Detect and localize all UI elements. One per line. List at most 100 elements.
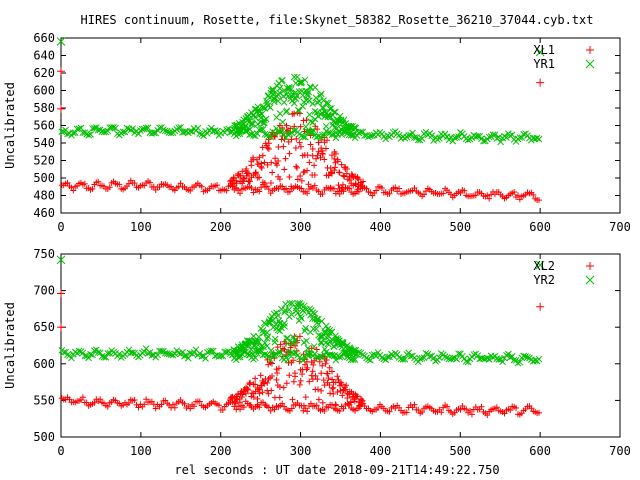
data-point	[252, 169, 259, 176]
data-point	[530, 191, 537, 198]
data-point	[252, 388, 259, 395]
data-point	[250, 132, 257, 139]
data-point	[286, 150, 293, 157]
data-point	[380, 355, 388, 363]
data-point	[415, 407, 422, 414]
data-point	[125, 399, 132, 406]
data-point	[246, 380, 253, 387]
data-point	[251, 113, 259, 121]
x-tick-label: 500	[449, 220, 471, 234]
data-point	[75, 347, 83, 355]
data-point	[207, 124, 215, 132]
data-point	[292, 336, 299, 344]
x-tick-label: 400	[370, 444, 392, 458]
data-point	[296, 139, 303, 146]
data-point	[314, 126, 321, 133]
data-point	[64, 179, 71, 186]
data-point	[198, 183, 205, 190]
data-point	[302, 123, 310, 131]
data-point	[346, 177, 353, 184]
data-point	[248, 393, 255, 400]
data-point	[279, 118, 287, 126]
data-point	[437, 350, 445, 357]
data-point	[426, 353, 434, 360]
data-point	[131, 180, 138, 187]
data-point	[258, 165, 265, 172]
data-point	[520, 352, 528, 360]
data-point	[382, 135, 390, 143]
data-point	[240, 404, 247, 411]
data-point	[309, 100, 317, 107]
data-point	[184, 354, 192, 362]
data-point	[457, 406, 464, 413]
data-point	[434, 136, 441, 143]
data-point	[336, 169, 343, 176]
legend-label: XL1	[533, 43, 555, 57]
data-point	[125, 180, 132, 187]
data-point	[85, 131, 92, 139]
data-point	[262, 401, 269, 408]
data-point	[261, 105, 269, 112]
plot-frame	[60, 253, 621, 438]
data-point	[467, 407, 474, 414]
data-point	[478, 403, 485, 410]
data-point	[252, 381, 259, 388]
data-point	[329, 385, 336, 392]
data-point	[419, 409, 426, 416]
data-point	[378, 354, 386, 362]
data-point	[440, 190, 447, 197]
data-point	[261, 119, 268, 127]
data-point	[284, 92, 292, 100]
data-point	[326, 337, 334, 345]
data-point	[357, 403, 364, 410]
data-point	[312, 372, 319, 379]
data-point	[367, 189, 374, 196]
data-point	[340, 405, 347, 412]
data-point	[152, 405, 159, 412]
data-point	[340, 172, 347, 179]
data-point	[276, 128, 284, 136]
data-point	[81, 180, 88, 187]
data-point	[233, 177, 240, 184]
data-point	[290, 357, 297, 364]
y-tick-label: 540	[33, 136, 55, 150]
data-point	[403, 409, 410, 416]
data-point	[300, 402, 307, 409]
data-point	[257, 382, 264, 389]
data-point	[317, 90, 325, 98]
x-tick-label: 300	[290, 444, 312, 458]
data-point	[493, 404, 500, 411]
data-point	[304, 152, 311, 159]
data-point	[267, 179, 274, 186]
data-point	[317, 352, 324, 360]
data-point	[296, 333, 303, 340]
data-point	[332, 150, 339, 157]
data-point	[314, 315, 322, 323]
data-point	[411, 401, 418, 408]
data-point	[198, 353, 206, 360]
data-point	[485, 133, 493, 141]
data-point	[365, 133, 372, 141]
data-point	[270, 94, 278, 102]
data-point	[324, 137, 331, 144]
data-point	[464, 358, 472, 366]
data-point	[269, 373, 276, 380]
data-point	[367, 132, 374, 140]
data-point	[280, 86, 288, 94]
data-point	[303, 337, 310, 345]
data-point	[451, 134, 459, 142]
data-point	[95, 178, 102, 185]
data-point	[179, 348, 186, 356]
data-point	[148, 352, 156, 359]
data-point	[274, 369, 281, 376]
data-point	[307, 118, 314, 125]
data-point	[338, 161, 345, 168]
x-tick-label: 0	[57, 444, 64, 458]
data-point	[405, 349, 413, 357]
data-point	[235, 187, 242, 194]
data-point	[322, 360, 329, 367]
data-point	[256, 386, 263, 393]
data-point	[352, 124, 360, 132]
data-point	[444, 403, 451, 410]
